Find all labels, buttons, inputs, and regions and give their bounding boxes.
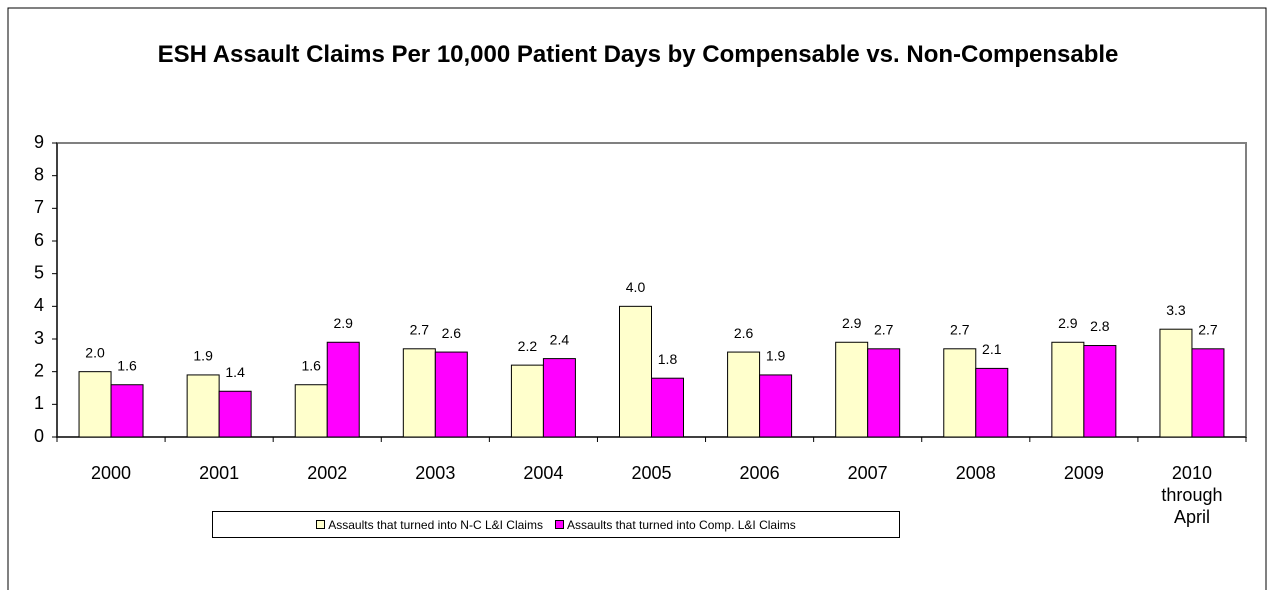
data-label: 1.6 xyxy=(117,357,137,373)
y-tick-label: 5 xyxy=(34,262,44,282)
data-label: 2.7 xyxy=(1198,322,1218,338)
data-label: 2.4 xyxy=(550,331,570,347)
bar xyxy=(1159,328,1193,438)
bar xyxy=(759,374,793,438)
x-tick-label: 2001 xyxy=(199,463,240,483)
x-tick-label: 2005 xyxy=(631,463,672,483)
legend: Assaults that turned into N-C L&I Claims… xyxy=(212,511,900,538)
bar xyxy=(326,341,360,438)
legend-item: Assaults that turned into Comp. L&I Clai… xyxy=(554,517,796,532)
bar xyxy=(943,348,977,438)
data-label: 4.0 xyxy=(626,279,646,295)
bar xyxy=(78,371,112,438)
x-tick-label: 2004 xyxy=(523,463,564,483)
x-tick-label: 2009 xyxy=(1063,463,1104,483)
data-label: 2.9 xyxy=(333,315,353,331)
data-label: 2.7 xyxy=(950,322,970,338)
legend-item: Assaults that turned into N-C L&I Claims xyxy=(316,518,543,532)
data-label: 1.4 xyxy=(225,364,245,380)
data-label: 2.9 xyxy=(842,315,862,331)
bar xyxy=(110,384,144,438)
legend-swatch xyxy=(554,520,564,529)
data-label: 3.3 xyxy=(1166,302,1186,318)
x-tick-label: 2007 xyxy=(847,463,888,483)
bar xyxy=(542,358,576,438)
data-label: 2.9 xyxy=(1058,315,1078,331)
bar xyxy=(294,384,328,438)
bar xyxy=(1083,345,1117,438)
bar xyxy=(434,351,468,438)
y-tick-label: 0 xyxy=(34,426,44,446)
bar xyxy=(218,390,252,438)
bar xyxy=(727,351,761,438)
y-tick-label: 2 xyxy=(34,360,44,380)
legend-swatch xyxy=(316,520,326,529)
legend-label: Assaults that turned into N-C L&I Claims xyxy=(328,517,543,532)
data-label: 1.9 xyxy=(766,348,786,364)
y-tick-label: 4 xyxy=(34,295,44,315)
bar xyxy=(619,305,652,438)
y-tick-label: 7 xyxy=(34,197,44,217)
data-label: 1.9 xyxy=(193,348,213,364)
y-tick-label: 1 xyxy=(34,393,44,413)
bar xyxy=(510,364,544,438)
data-label: 2.6 xyxy=(442,325,462,341)
bar xyxy=(402,348,436,438)
x-tick-label: 2003 xyxy=(415,463,456,483)
x-tick-label: 2002 xyxy=(307,463,348,483)
bar xyxy=(1191,348,1225,438)
y-tick-label: 8 xyxy=(34,164,44,184)
chart-title: ESH Assault Claims Per 10,000 Patient Da… xyxy=(157,41,1119,68)
data-label: 2.2 xyxy=(518,338,538,354)
y-tick-label: 6 xyxy=(34,230,44,250)
bar xyxy=(867,348,901,438)
x-tick-label: 2008 xyxy=(955,463,996,483)
bar xyxy=(651,377,684,438)
legend-label: Assaults that turned into Comp. L&I Clai… xyxy=(566,517,796,532)
data-label: 2.6 xyxy=(734,325,754,341)
y-tick-label: 3 xyxy=(34,328,44,348)
x-tick-label: 2000 xyxy=(91,463,132,483)
bar xyxy=(835,341,869,438)
data-label: 1.8 xyxy=(658,351,678,367)
data-label: 2.7 xyxy=(410,322,430,338)
data-label: 1.6 xyxy=(301,357,321,373)
data-label: 2.7 xyxy=(874,322,894,338)
bar xyxy=(186,374,220,438)
x-tick-label: 2010 through April xyxy=(1161,463,1223,527)
bar xyxy=(975,367,1009,438)
bar xyxy=(1051,341,1085,438)
chart-border xyxy=(7,7,1267,590)
data-label: 2.0 xyxy=(85,344,105,360)
x-tick-label: 2006 xyxy=(739,463,780,483)
data-label: 2.1 xyxy=(982,341,1002,357)
data-label: 2.8 xyxy=(1090,318,1110,334)
y-tick-label: 9 xyxy=(34,132,44,152)
